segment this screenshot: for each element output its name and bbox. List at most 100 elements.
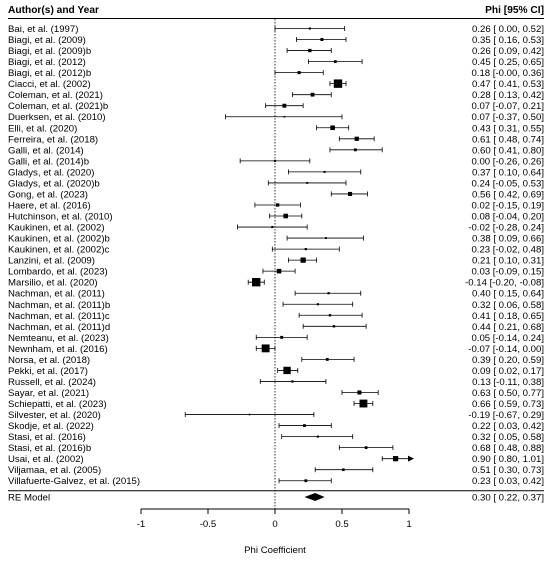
study-ci-text: 0.00 [-0.26, 0.26]	[471, 156, 544, 167]
x-axis-label: Phi Coefficient	[244, 545, 306, 556]
x-tick-label: -1	[137, 519, 146, 530]
study-ci-text: 0.07 [-0.37, 0.50]	[471, 112, 544, 123]
x-tick-label: 0.5	[335, 519, 348, 530]
study-ci-text: 0.66 [ 0.59, 0.73]	[472, 399, 544, 410]
study-label: Bai, et al. (1997)	[8, 24, 78, 35]
study-ci-text: 0.43 [ 0.31, 0.55]	[472, 123, 544, 134]
x-tick-label: 1	[406, 519, 411, 530]
point-estimate	[283, 366, 291, 375]
study-ci-text: -0.07 [-0.14, 0.00]	[468, 344, 544, 355]
study-ci-text: 0.90 [ 0.80, 1.01]	[472, 454, 544, 465]
study-ci-text: -0.02 [-0.28, 0.24]	[468, 223, 544, 234]
study-label: Marsilio, et al. (2020)	[8, 278, 98, 289]
point-estimate	[333, 60, 337, 63]
study-ci-text: 0.08 [-0.04, 0.20]	[471, 212, 544, 223]
study-label: Sayar, et al. (2021)	[8, 388, 89, 399]
point-estimate	[261, 344, 270, 353]
point-estimate	[283, 115, 286, 118]
study-label: Duerksen, et al. (2010)	[8, 112, 106, 123]
study-ci-text: 0.05 [-0.14, 0.24]	[471, 333, 544, 344]
study-label: Schiepatti, et al. (2023)	[8, 399, 107, 410]
study-ci-text: 0.39 [ 0.20, 0.59]	[472, 355, 544, 366]
summary-label: RE Model	[8, 493, 50, 504]
study-label: Lombardo, et al. (2023)	[8, 267, 108, 278]
study-ci-text: 0.40 [ 0.15, 0.64]	[472, 289, 544, 300]
study-label: Gladys, et al. (2020)	[8, 167, 94, 178]
study-label: Ciacci, et al. (2002)	[8, 79, 91, 90]
study-label: Gong, et al. (2023)	[8, 189, 88, 200]
study-label: Galli, et al. (2014)	[8, 145, 84, 156]
point-estimate	[304, 479, 308, 483]
study-ci-text: 0.61 [ 0.48, 0.74]	[472, 134, 544, 145]
study-ci-text: 0.07 [-0.07, 0.21]	[471, 101, 544, 112]
study-label: Silvester, et al. (2020)	[8, 410, 101, 421]
study-label: Stasi, et al. (2016)	[8, 432, 86, 443]
study-label: Nachman, et al. (2011)c	[8, 311, 110, 322]
point-estimate	[276, 203, 280, 207]
study-ci-text: 0.41 [ 0.18, 0.65]	[472, 311, 544, 322]
study-label: Biagi, et al. (2012)	[8, 57, 86, 68]
point-estimate	[310, 92, 315, 97]
study-ci-text: 0.56 [ 0.42, 0.69]	[472, 189, 544, 200]
point-estimate	[359, 399, 368, 408]
point-estimate	[282, 103, 287, 108]
point-estimate	[364, 446, 368, 450]
point-estimate	[327, 292, 330, 295]
point-estimate	[332, 325, 336, 328]
study-label: Hutchinson, et al. (2010)	[8, 212, 113, 223]
study-ci-text: 0.28 [ 0.13, 0.42]	[472, 90, 544, 101]
study-label: Nachman, et al. (2011)b	[8, 300, 110, 311]
study-label: Kaukinen, et al. (2002)c	[8, 245, 110, 256]
study-ci-text: 0.26 [ 0.09, 0.42]	[472, 46, 544, 57]
study-label: Ferreira, et al. (2018)	[8, 134, 98, 145]
point-estimate	[283, 213, 289, 219]
study-ci-text: 0.18 [-0.00, 0.36]	[471, 68, 544, 79]
study-label: Kaukinen, et al. (2002)	[8, 223, 105, 234]
study-ci-text: 0.23 [ 0.03, 0.42]	[472, 476, 544, 487]
point-estimate	[276, 268, 282, 274]
study-ci-text: 0.09 [ 0.02, 0.17]	[472, 366, 544, 377]
x-tick-label: -0.5	[200, 519, 217, 530]
point-estimate	[324, 237, 327, 240]
ci-arrow-high	[408, 455, 414, 462]
study-label: Biagi, et al. (2012)b	[8, 68, 91, 79]
study-label: Gladys, et al. (2020)b	[8, 178, 100, 189]
x-tick-label: 0	[272, 519, 277, 530]
study-ci-text: 0.24 [-0.05, 0.53]	[471, 178, 544, 189]
point-estimate	[308, 48, 312, 53]
study-ci-text: 0.63 [ 0.50, 0.77]	[472, 388, 544, 399]
study-ci-text: 0.13 [-0.11, 0.38]	[472, 377, 544, 388]
point-estimate	[248, 413, 251, 416]
point-estimate	[252, 277, 261, 287]
study-ci-text: 0.02 [-0.15, 0.19]	[471, 200, 544, 211]
study-ci-text: 0.44 [ 0.21, 0.68]	[472, 322, 544, 333]
point-estimate	[328, 314, 332, 317]
point-estimate	[323, 170, 326, 173]
study-label: Nemteanu, et al. (2023)	[8, 333, 109, 344]
summary-ci-text: 0.30 [ 0.22, 0.37]	[472, 493, 544, 504]
study-label: Biagi, et al. (2009)b	[8, 46, 91, 57]
study-label: Nachman, et al. (2011)	[8, 289, 105, 300]
point-estimate	[342, 468, 345, 471]
study-ci-text: 0.22 [ 0.03, 0.42]	[472, 421, 544, 432]
study-label: Coleman, et al. (2021)b	[8, 101, 108, 112]
point-estimate	[297, 71, 301, 75]
study-ci-text: -0.19 [-0.67, 0.29]	[468, 410, 544, 421]
study-label: Skodje, et al. (2022)	[8, 421, 94, 432]
study-ci-text: 0.37 [ 0.10, 0.64]	[472, 167, 544, 178]
study-ci-text: 0.60 [ 0.41, 0.80]	[472, 145, 544, 156]
study-ci-text: -0.14 [-0.20, -0.08]	[465, 278, 544, 289]
study-label: Villafuerte-Galvez, et al. (2015)	[8, 476, 140, 487]
study-label: Lanzini, et al. (2009)	[8, 256, 95, 267]
point-estimate	[303, 424, 306, 427]
study-ci-text: 0.21 [ 0.10, 0.31]	[472, 256, 544, 267]
study-ci-text: 0.03 [-0.09, 0.15]	[471, 267, 544, 278]
study-label: Kaukinen, et al. (2002)b	[8, 234, 110, 245]
header-left: Author(s) and Year	[8, 5, 99, 16]
study-label: Norsa, et al. (2018)	[8, 355, 90, 366]
study-label: Usai, et al. (2002)	[8, 454, 84, 465]
point-estimate	[316, 435, 319, 438]
study-label: Elli, et al. (2020)	[8, 123, 77, 134]
point-estimate	[291, 380, 294, 383]
point-estimate	[330, 125, 335, 131]
